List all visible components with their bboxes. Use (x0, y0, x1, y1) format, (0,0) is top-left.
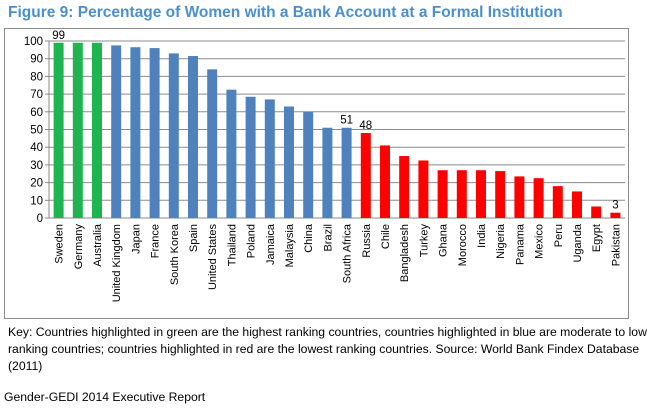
bar-china (303, 111, 314, 218)
x-tick-label-panama: Panama (514, 223, 526, 265)
x-tick-label-chile: Chile (380, 224, 392, 249)
x-tick-label-sweden: Sweden (54, 224, 66, 264)
bar-egypt (591, 206, 602, 218)
y-tick-label-90: 90 (30, 54, 43, 66)
x-tick-label-japan: Japan (130, 224, 142, 254)
x-tick-label-united-states: United States (207, 224, 219, 291)
bar-sweden (53, 42, 64, 218)
x-tick-label-india: India (476, 223, 488, 248)
x-tick-label-france: France (150, 224, 162, 258)
y-tick-label-80: 80 (30, 71, 43, 83)
bar-russia (360, 133, 371, 218)
bar-bangladesh (399, 156, 410, 218)
x-tick-label-south-korea: South Korea (169, 223, 181, 285)
bar-malaysia (284, 106, 294, 218)
bar-turkey (418, 160, 429, 218)
bar-south-africa (341, 127, 352, 218)
x-tick-label-south-africa: South Africa (342, 223, 354, 283)
bar-france (149, 48, 160, 218)
x-tick-label-spain: Spain (188, 224, 200, 252)
bar-japan (130, 47, 141, 218)
bar-pakistan (610, 212, 621, 218)
x-tick-label-united-kingdom: United Kingdom (111, 224, 123, 302)
data-label-sweden: 99 (52, 30, 65, 42)
bar-jamaica (264, 99, 275, 218)
bar-south-korea (168, 53, 179, 218)
bar-chart: 0 10 20 30 40 50 60 70 80 90 100 Sweden Germany Austr… (24, 30, 625, 302)
bar-peru (552, 186, 563, 218)
x-tick-label-nigeria: Nigeria (495, 223, 507, 259)
y-tick-label-40: 40 (30, 142, 43, 154)
x-tick-label-malaysia: Malaysia (284, 223, 296, 267)
bar-germany (72, 42, 83, 218)
bar-united-states (207, 69, 218, 218)
x-tick-label-bangladesh: Bangladesh (399, 224, 411, 282)
y-tick-label-70: 70 (30, 89, 43, 101)
x-tick-label-jamaica: Jamaica (265, 223, 277, 265)
bar-thailand (226, 89, 237, 218)
y-tick-label-60: 60 (30, 107, 43, 119)
bar-nigeria (495, 171, 506, 218)
y-tick-label-20: 20 (30, 178, 43, 190)
x-tick-label-brazil: Brazil (322, 224, 334, 252)
bar-united-kingdom (111, 45, 122, 218)
bar-spain (188, 56, 198, 218)
bar-morocco (456, 170, 467, 218)
x-tick-label-thailand: Thailand (226, 224, 238, 266)
bar-brazil (322, 127, 333, 218)
x-tick-label-poland: Poland (246, 224, 258, 258)
chart-key-note: Key: Countries highlighted in green are … (8, 325, 647, 373)
x-tick-label-turkey: Turkey (418, 224, 430, 258)
chart-area: 0 10 20 30 40 50 60 70 80 90 100 Sweden Germany Austr… (4, 28, 629, 319)
bar-mexico (533, 178, 544, 218)
x-tick-label-peru: Peru (553, 224, 565, 247)
x-tick-label-russia: Russia (361, 223, 373, 258)
x-tick-label-mexico: Mexico (534, 224, 546, 259)
x-tick-label-pakistan: Pakistan (610, 224, 622, 266)
x-tick-label-china: China (303, 223, 315, 253)
x-tick-label-uganda: Uganda (572, 223, 584, 262)
bar-panama (514, 176, 525, 218)
y-tick-label-100: 100 (24, 36, 43, 48)
bar-australia (92, 42, 102, 218)
bar-uganda (572, 191, 582, 218)
data-label-south-africa: 51 (340, 115, 353, 127)
data-label-pakistan: 3 (612, 200, 618, 212)
y-tick-label-30: 30 (30, 160, 43, 172)
x-tick-label-germany: Germany (73, 224, 85, 270)
x-tick-label-ghana: Ghana (438, 223, 450, 257)
y-tick-label-0: 0 (37, 213, 43, 225)
bar-india (476, 170, 486, 218)
bar-ghana (437, 170, 448, 218)
report-footer: Gender-GEDI 2014 Executive Report (4, 390, 206, 404)
y-tick-label-10: 10 (30, 195, 43, 207)
y-tick-label-50: 50 (30, 125, 43, 137)
x-tick-label-australia: Australia (92, 223, 104, 267)
chart-title: Figure 9: Percentage of Women with a Ban… (8, 4, 563, 21)
x-tick-label-morocco: Morocco (457, 224, 469, 266)
x-tick-label-egypt: Egypt (591, 224, 603, 252)
data-label-russia: 48 (359, 120, 372, 132)
bar-poland (245, 96, 256, 218)
bar-chile (380, 145, 390, 218)
